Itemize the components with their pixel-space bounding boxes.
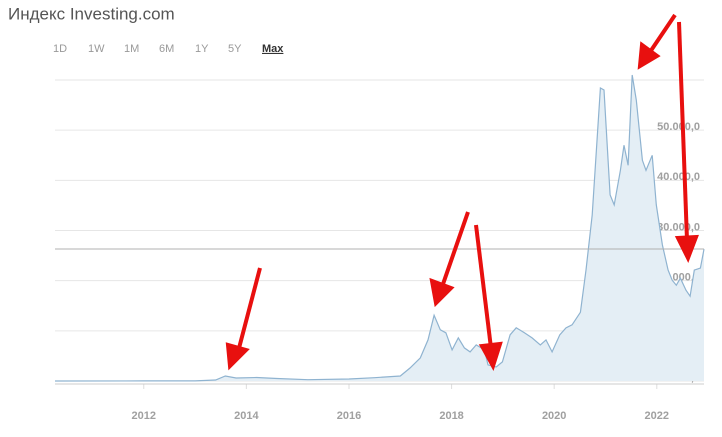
y-tick-label: 40.000,0	[657, 171, 700, 183]
arrow-head	[225, 342, 250, 371]
area	[55, 75, 704, 381]
arrow	[677, 21, 689, 241]
arrow-head	[637, 41, 661, 70]
range-button[interactable]: 1D	[53, 43, 67, 55]
range-button[interactable]: 1M	[124, 43, 139, 55]
range-button[interactable]: 6M	[159, 43, 174, 55]
arrow-head	[478, 341, 503, 372]
line	[54, 74, 705, 382]
x-tick-label: 2016	[337, 410, 361, 422]
y-tick-label: 30.000,0	[657, 221, 700, 233]
range-button[interactable]: 5Y	[228, 43, 242, 55]
arrow	[474, 224, 493, 349]
arrow	[440, 211, 470, 288]
arrow	[236, 267, 262, 353]
arrow-head	[429, 277, 455, 308]
range-button[interactable]: Max	[262, 43, 284, 55]
x-tick-label: 2012	[132, 410, 156, 422]
x-tick-label: 2018	[439, 410, 463, 422]
x-tick-label: 2014	[234, 410, 259, 422]
x-tick-label: 2022	[645, 410, 669, 422]
y-tick-label: 50.000,0	[657, 121, 700, 133]
range-button[interactable]: 1W	[88, 43, 105, 55]
plot: 0,010.000,020.000,030.000,040.000,050.00…	[54, 74, 705, 422]
arrow-head	[674, 234, 699, 263]
x-tick-label: 2020	[542, 410, 566, 422]
arrow	[648, 13, 677, 54]
range-button[interactable]: 1Y	[195, 43, 209, 55]
chart-title: Индекс Investing.com	[8, 4, 175, 23]
arrows	[225, 13, 699, 372]
